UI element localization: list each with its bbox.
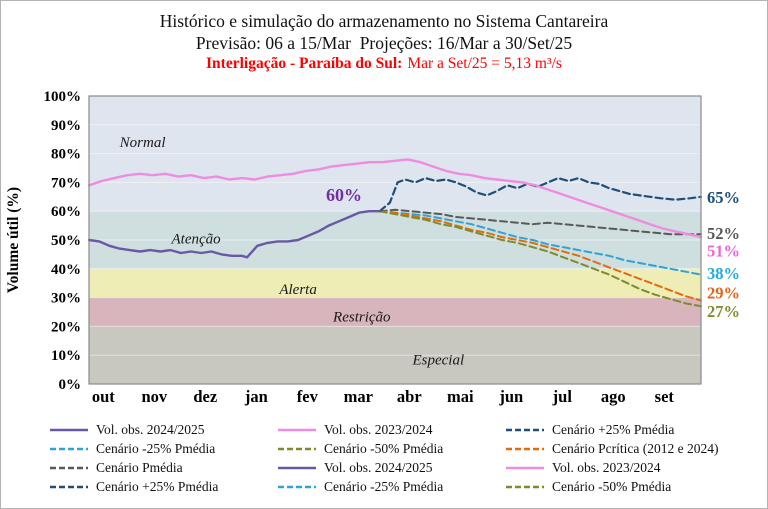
legend-label: Cenário -50% Pmédia bbox=[324, 441, 444, 456]
svg-text:60%: 60% bbox=[51, 204, 81, 220]
legend-line-sample bbox=[278, 485, 316, 489]
legend-label: Vol. obs. 2024/2025 bbox=[324, 460, 433, 475]
svg-text:Alerta: Alerta bbox=[278, 282, 317, 298]
svg-text:Atenção: Atenção bbox=[171, 232, 222, 248]
svg-text:30%: 30% bbox=[51, 291, 81, 307]
legend-item: Vol. obs. 2024/2025 bbox=[277, 460, 505, 476]
legend-item: Vol. obs. 2023/2024 bbox=[505, 460, 767, 476]
legend-line-sample bbox=[50, 485, 88, 489]
svg-text:70%: 70% bbox=[51, 175, 81, 191]
storage-chart: Normal Atenção Alerta Restrição Especial 0% 10… bbox=[5, 89, 740, 406]
legend-line-sample bbox=[506, 428, 544, 432]
legend-line-sample bbox=[506, 466, 544, 470]
legend-line-sample bbox=[278, 466, 316, 470]
legend-line-sample bbox=[50, 447, 88, 451]
legend-item: Cenário -50% Pmédia bbox=[277, 441, 505, 457]
legend-label: Cenário Pcrítica (2012 e 2024) bbox=[552, 441, 719, 456]
svg-text:100%: 100% bbox=[44, 89, 82, 105]
svg-text:mar: mar bbox=[344, 387, 373, 406]
svg-text:29%: 29% bbox=[707, 283, 740, 302]
svg-text:abr: abr bbox=[397, 387, 422, 406]
legend-line-sample bbox=[506, 485, 544, 489]
svg-text:20%: 20% bbox=[51, 319, 81, 335]
svg-text:60%: 60% bbox=[326, 185, 362, 205]
legend-item: Cenário -25% Pmédia bbox=[277, 479, 505, 495]
legend-item: Vol. obs. 2024/2025 bbox=[49, 422, 277, 438]
legend-label: Cenário +25% Pmédia bbox=[552, 422, 675, 437]
svg-text:Restrição: Restrição bbox=[332, 309, 391, 325]
svg-text:jun: jun bbox=[498, 387, 523, 406]
svg-text:51%: 51% bbox=[707, 242, 740, 261]
svg-text:out: out bbox=[92, 387, 115, 406]
legend-line-sample bbox=[50, 428, 88, 432]
svg-text:52%: 52% bbox=[707, 224, 740, 243]
legend-item: Cenário -50% Pmédia bbox=[505, 479, 767, 495]
interconnection-label: Interligação - Paraíba do Sul: bbox=[206, 55, 403, 72]
chart-title: Histórico e simulação do armazenamento n… bbox=[159, 11, 609, 31]
svg-text:jan: jan bbox=[244, 387, 268, 406]
legend-line-sample bbox=[278, 428, 316, 432]
svg-text:ago: ago bbox=[601, 387, 626, 406]
interconnection-value: Mar a Set/25 = 5,13 m³/s bbox=[407, 55, 562, 72]
legend-item: Cenário +25% Pmédia bbox=[505, 422, 767, 438]
svg-text:mai: mai bbox=[447, 387, 474, 406]
chart-subtitle: Previsão: 06 a 15/Mar Projeções: 16/Mar … bbox=[195, 33, 573, 53]
legend-item: Cenário -25% Pmédia bbox=[49, 441, 277, 457]
legend-item: Cenário Pmédia bbox=[49, 460, 277, 476]
svg-text:nov: nov bbox=[141, 387, 167, 406]
svg-text:50%: 50% bbox=[51, 233, 81, 249]
svg-text:90%: 90% bbox=[51, 118, 81, 134]
legend-item: Cenário +25% Pmédia bbox=[49, 479, 277, 495]
svg-text:jul: jul bbox=[552, 387, 573, 406]
chart-header: Histórico e simulação do armazenamento n… bbox=[1, 1, 767, 74]
legend-item: Cenário Pcrítica (2012 e 2024) bbox=[505, 441, 767, 457]
legend-label: Cenário -25% Pmédia bbox=[96, 441, 216, 456]
legend-item: Vol. obs. 2023/2024 bbox=[277, 422, 505, 438]
svg-text:0%: 0% bbox=[59, 377, 82, 393]
svg-text:38%: 38% bbox=[707, 264, 740, 283]
interconnection-note: Interligação - Paraíba do Sul: Mar a Set/… bbox=[1, 54, 767, 74]
svg-text:40%: 40% bbox=[51, 262, 81, 278]
legend-label: Vol. obs. 2024/2025 bbox=[96, 422, 205, 437]
svg-text:80%: 80% bbox=[51, 147, 81, 163]
svg-text:27%: 27% bbox=[707, 302, 740, 321]
legend-label: Vol. obs. 2023/2024 bbox=[552, 460, 661, 475]
svg-text:Volume útil (%): Volume útil (%) bbox=[5, 187, 22, 293]
svg-text:65%: 65% bbox=[707, 188, 740, 207]
legend-label: Cenário -50% Pmédia bbox=[552, 479, 672, 494]
chart-legend: Vol. obs. 2024/2025 Vol. obs. 2023/2024 Ce… bbox=[1, 422, 767, 495]
svg-text:Especial: Especial bbox=[411, 353, 464, 369]
legend-line-sample bbox=[506, 447, 544, 451]
legend-label: Cenário Pmédia bbox=[96, 460, 183, 475]
svg-text:Normal: Normal bbox=[119, 135, 166, 151]
svg-text:fev: fev bbox=[297, 387, 319, 406]
svg-text:set: set bbox=[655, 387, 675, 406]
svg-text:10%: 10% bbox=[51, 348, 81, 364]
legend-line-sample bbox=[278, 447, 316, 451]
legend-label: Cenário +25% Pmédia bbox=[96, 479, 219, 494]
svg-text:dez: dez bbox=[193, 387, 217, 406]
legend-label: Cenário -25% Pmédia bbox=[324, 479, 444, 494]
legend-line-sample bbox=[50, 466, 88, 470]
legend-label: Vol. obs. 2023/2024 bbox=[324, 422, 433, 437]
